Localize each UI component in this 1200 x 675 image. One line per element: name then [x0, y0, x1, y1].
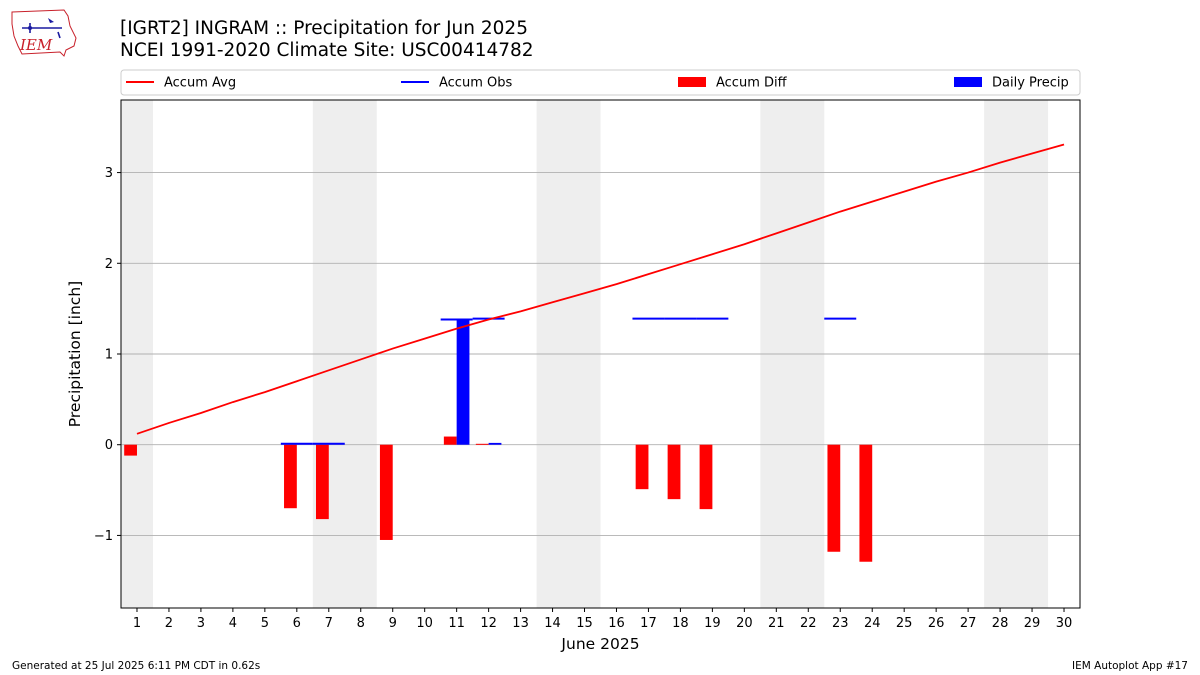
- x-tick-label: 5: [261, 616, 269, 631]
- accum-diff-bar: [859, 444, 873, 562]
- accum-diff-bar: [315, 444, 329, 520]
- accum-avg-line: [136, 143, 1065, 435]
- footer-generated: Generated at 25 Jul 2025 6:11 PM CDT in …: [12, 660, 261, 672]
- x-tick-label: 12: [480, 616, 497, 631]
- legend-patch-swatch: [678, 77, 706, 87]
- daily-precip-bar: [488, 442, 502, 445]
- title-line-2: NCEI 1991-2020 Climate Site: USC00414782: [120, 40, 534, 61]
- iem-logo: IEM: [11, 9, 77, 57]
- x-tick-label: 9: [389, 616, 397, 631]
- accum-diff-bar: [284, 444, 297, 509]
- x-tick-label: 16: [608, 616, 625, 631]
- x-tick-label: 25: [896, 616, 913, 631]
- accum-diff-bar: [699, 444, 713, 510]
- x-tick-label: 13: [512, 616, 529, 631]
- legend: Accum Avg Accum Obs Accum Diff Daily Precip: [120, 69, 1081, 96]
- y-tick-label: 1: [105, 348, 113, 363]
- legend-label: Accum Avg: [164, 76, 236, 91]
- daily-precip-bar: [456, 320, 470, 445]
- x-tick-label: 23: [832, 616, 849, 631]
- x-tick-label: 24: [864, 616, 881, 631]
- x-tick-label: 2: [165, 616, 173, 631]
- y-tick-label: 3: [105, 166, 113, 181]
- title-line-1: [IGRT2] INGRAM :: Precipitation for Jun …: [120, 18, 528, 39]
- accum-diff-bar: [667, 444, 681, 500]
- x-tick-label: 1: [133, 616, 141, 631]
- legend-entry: Daily Precip: [954, 76, 1069, 91]
- legend-entry: Accum Avg: [126, 76, 236, 91]
- x-tick-label: 11: [448, 616, 465, 631]
- y-tick-label: 0: [105, 438, 113, 453]
- legend-label: Accum Obs: [439, 76, 512, 91]
- x-tick-label: 3: [197, 616, 205, 631]
- x-tick-label: 29: [1024, 616, 1041, 631]
- x-tick-label: 21: [768, 616, 785, 631]
- y-axis-label: Precipitation [inch]: [66, 281, 84, 427]
- x-tick-label: 10: [416, 616, 433, 631]
- accum-diff-bar: [635, 444, 649, 490]
- x-tick-label: 27: [960, 616, 977, 631]
- x-tick-label: 22: [800, 616, 817, 631]
- legend-label: Accum Diff: [716, 76, 788, 91]
- footer-app-label: IEM Autoplot App #17: [1072, 660, 1188, 672]
- accum-diff-bar: [443, 436, 457, 445]
- x-tick-label: 8: [357, 616, 365, 631]
- accum-diff-bar: [475, 443, 489, 445]
- x-tick-label: 20: [736, 616, 753, 631]
- x-tick-label: 14: [544, 616, 561, 631]
- legend-entry: Accum Obs: [401, 76, 512, 91]
- chart-title: [IGRT2] INGRAM :: Precipitation for Jun …: [120, 18, 534, 62]
- x-tick-label: 18: [672, 616, 689, 631]
- x-tick-label: 26: [928, 616, 945, 631]
- x-tick-label: 4: [229, 616, 237, 631]
- legend-box: [120, 69, 1081, 96]
- legend-entry: Accum Diff: [678, 76, 788, 91]
- legend-label: Daily Precip: [992, 76, 1069, 91]
- x-tick-label: 6: [293, 616, 301, 631]
- y-tick-label: 2: [105, 257, 113, 272]
- accum-diff-bar: [379, 444, 393, 540]
- y-tick-label: −1: [94, 529, 113, 544]
- x-tick-label: 7: [325, 616, 333, 631]
- x-tick-label: 17: [640, 616, 657, 631]
- x-tick-label: 19: [704, 616, 721, 631]
- x-tick-label: 15: [576, 616, 593, 631]
- x-tick-label: 30: [1056, 616, 1073, 631]
- x-tick-label: 28: [992, 616, 1009, 631]
- legend-patch-swatch: [954, 77, 982, 87]
- x-axis-label: June 2025: [560, 635, 639, 653]
- accum-diff-bar: [827, 444, 841, 552]
- logo-text: IEM: [19, 36, 53, 54]
- accum-diff-bar: [124, 444, 137, 456]
